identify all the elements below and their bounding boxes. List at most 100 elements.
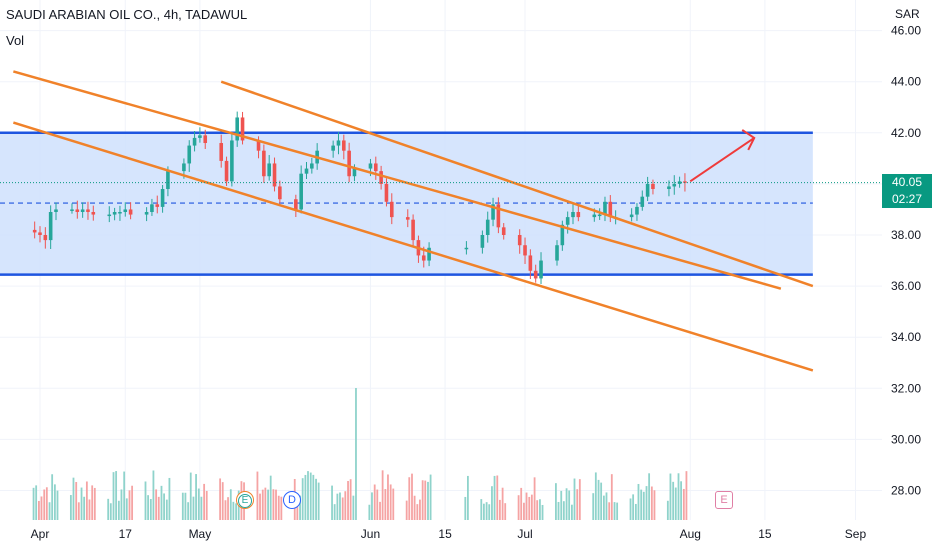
y-tick-label: 30.00	[891, 432, 921, 446]
candles	[32, 111, 687, 285]
volume-bar	[496, 475, 499, 520]
volume-bar	[555, 483, 557, 520]
x-tick-label: Aug	[680, 527, 701, 541]
candle-body	[80, 209, 85, 213]
volume-bar	[315, 478, 317, 520]
volume-bar	[149, 499, 152, 520]
candle-body	[651, 183, 655, 190]
volume-bar	[32, 487, 35, 520]
volume-bar	[261, 489, 264, 520]
volume-bar	[674, 487, 677, 520]
trend-line	[13, 70, 782, 290]
volume-bar	[189, 472, 192, 520]
dividend-icon[interactable]: D	[283, 491, 301, 509]
candle-body	[421, 255, 426, 261]
candle-body	[501, 227, 506, 235]
x-tick-label: Jul	[517, 527, 532, 541]
y-tick-label: 36.00	[891, 279, 921, 293]
y-tick-label: 38.00	[891, 228, 921, 242]
x-tick-label: May	[189, 527, 212, 541]
volume-bar	[80, 487, 83, 520]
volume-bar	[229, 489, 232, 520]
volume-bar	[634, 503, 637, 520]
volume-bar	[560, 490, 563, 520]
volume-bar	[491, 486, 493, 520]
x-tick-label: 17	[119, 527, 133, 541]
volume-bar	[605, 492, 608, 520]
volume-bar	[144, 481, 147, 520]
volume-bar	[93, 487, 96, 520]
volume-bar	[600, 482, 603, 520]
upcoming-earnings-icon[interactable]: E	[715, 491, 733, 509]
volume-bar	[43, 489, 46, 520]
volume-bar	[610, 474, 613, 520]
candle-body	[645, 183, 650, 197]
volume-bar	[429, 474, 432, 520]
candle-body	[48, 212, 53, 241]
volume-bar	[525, 492, 528, 520]
earnings-icon[interactable]: E	[236, 491, 254, 509]
x-tick-label: Apr	[31, 527, 50, 541]
volume-bar	[69, 495, 72, 520]
volume-bar	[75, 481, 78, 520]
candle-body	[533, 270, 538, 279]
candle-body	[517, 235, 522, 246]
volume-bar	[645, 486, 648, 520]
x-tick-label: Jun	[361, 527, 380, 541]
volume-bar	[152, 470, 155, 520]
volume-bar	[51, 474, 54, 520]
candle-body	[54, 209, 58, 213]
candle-body	[128, 209, 133, 215]
earnings-letter: E	[238, 494, 252, 508]
volume-bar	[197, 488, 200, 520]
volume-bar	[616, 502, 619, 520]
volume-bar	[371, 492, 373, 520]
candle-body	[539, 260, 543, 279]
volume-bar	[488, 504, 491, 520]
candle-body	[299, 173, 303, 210]
candle-body	[160, 189, 165, 207]
volume-bar	[520, 487, 523, 520]
candle-body	[262, 150, 266, 177]
candle-body	[198, 135, 202, 138]
volume-bar	[557, 501, 560, 520]
volume-bar	[312, 474, 315, 520]
volume-bar	[336, 493, 339, 520]
volume-bar	[571, 504, 573, 520]
volume-bar	[91, 485, 94, 520]
volume-bar	[107, 498, 110, 520]
volume-bar	[83, 496, 86, 520]
candle-body	[144, 212, 149, 215]
candle-body	[560, 224, 565, 246]
candle-body	[485, 219, 490, 235]
volume-bar	[272, 489, 275, 520]
candle-body	[677, 181, 682, 184]
candle-body	[267, 163, 271, 177]
candle-body	[43, 235, 48, 241]
dividend-letter: D	[288, 494, 296, 506]
candle-body	[427, 247, 431, 261]
volume-bar	[277, 495, 280, 520]
volume-bar	[339, 492, 341, 520]
volume-bar	[347, 480, 349, 520]
volume-bar	[200, 496, 203, 520]
x-axis: Apr 17 May Jun 15 Jul Aug 15 Sep	[31, 527, 867, 541]
volume-bar	[344, 491, 347, 520]
candle-body	[368, 163, 373, 169]
volume-bar	[533, 477, 536, 520]
volume-bar	[578, 479, 581, 520]
candle-body	[347, 150, 351, 177]
volume-bar	[427, 481, 429, 520]
candle-body	[565, 217, 570, 225]
candle-body	[629, 214, 634, 218]
volume-bar	[493, 475, 496, 520]
volume-bar	[280, 496, 283, 520]
candle-body	[640, 196, 645, 207]
candle-body	[224, 160, 229, 182]
y-tick-label: 42.00	[891, 126, 921, 140]
volume-bar	[203, 483, 206, 520]
volume-bar	[120, 489, 123, 520]
candle-body	[75, 209, 80, 213]
volume-bar	[40, 496, 43, 520]
